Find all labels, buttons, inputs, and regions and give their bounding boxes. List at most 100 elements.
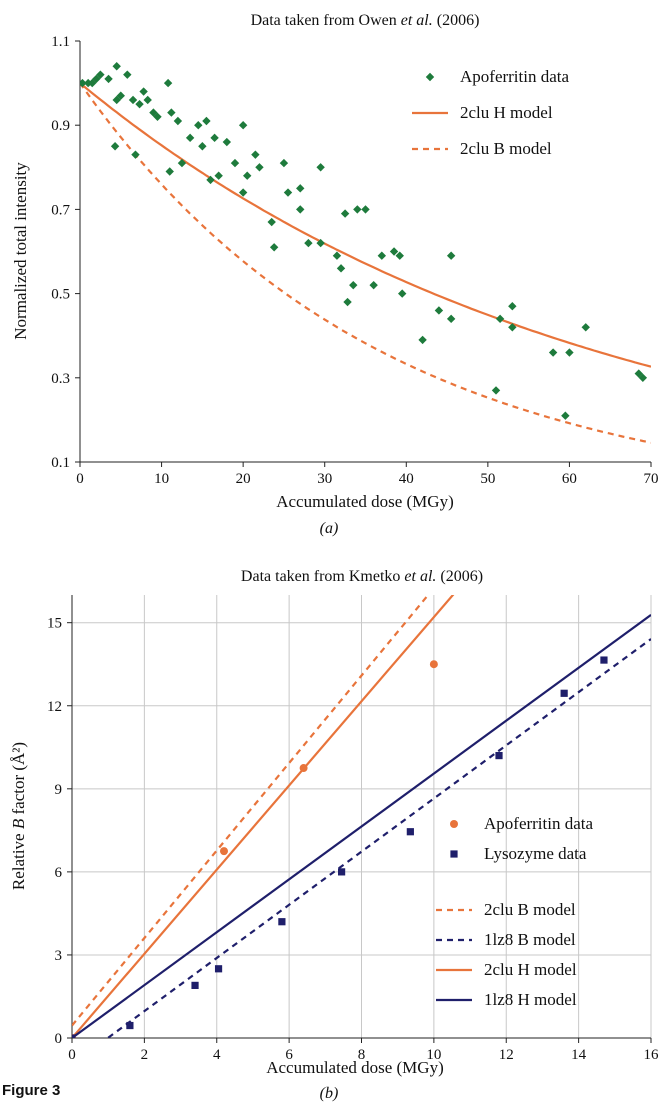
chart-a-data-point [177,158,187,168]
chart-b-x-tick-label: 16 [644,1047,659,1063]
chart-a-data-point [395,251,404,260]
chart-a-data-point [398,289,407,298]
chart-a-line-2clu-h-model [80,82,651,368]
chart-b-grid [72,595,652,1038]
chart-b-data-point [406,828,414,836]
chart-a-data-point [377,251,387,260]
chart-a-legend-item-2clu-b-model: 2clu B model [412,139,552,158]
chart-a-data-point [296,184,305,193]
chart-a-subfigure-label: (a) [320,520,339,537]
chart-a-x-tick-label: 10 [154,471,169,487]
chart-a-data-point [434,306,444,315]
chart-b-x-tick-label: 4 [213,1047,221,1063]
chart-b-x-tick-label: 6 [285,1047,293,1063]
chart-a-data-point [508,323,517,332]
chart-a-x-tick-label: 70 [644,471,659,487]
chart-a-data-point [163,78,173,88]
chart-b-y-tick-label: 9 [55,782,63,798]
chart-a-legend-item-apoferritin-data: Apoferritin data [425,67,569,86]
chart-a-data-point [491,386,501,395]
figure-label: Figure 3 [2,1082,61,1099]
chart-a-legend-label: 2clu B model [460,139,552,158]
chart-a-x-tick-label: 50 [480,471,495,487]
chart-b-legend-swatch [450,850,458,858]
chart-a-axes [79,41,651,463]
chart-a-data-point [269,243,279,252]
chart-a-plot-area [80,62,651,444]
chart-b-legend-label: 1lz8 H model [484,990,577,1009]
chart-b-x-tick-label: 10 [426,1047,441,1063]
chart-a-data-point [251,150,260,159]
chart-a-data-point [143,95,152,105]
chart-a-data-point [548,348,558,357]
chart-a-data-point [202,116,211,126]
chart-b-legend-label: 1lz8 B model [484,930,576,949]
chart-a-data-point [581,323,590,332]
chart-b-legend-item-2clu-b-model: 2clu B model [436,900,576,919]
chart-b-legend-item-1lz8-h-model: 1lz8 H model [436,990,577,1009]
chart-b-x-tick-label: 12 [499,1047,514,1063]
chart-a-legend-item-2clu-h-model: 2clu H model [412,103,553,122]
chart-a-data-point [353,205,362,214]
chart-a-data-point [340,209,350,218]
chart-a-x-axis-label: Accumulated dose (MGy) [276,492,454,511]
chart-b-legend-label: 2clu B model [484,900,576,919]
chart-a-data-point [446,251,456,260]
chart-a-x-tick-label: 40 [399,471,414,487]
chart-a-data-point [173,116,183,126]
chart-a-x-ticks: 0 10 20 30 40 50 60 70 [76,462,659,487]
chart-b-y-tick-label: 0 [55,1031,63,1047]
chart-a-data-point [361,205,370,214]
chart-b-plot-area [72,595,651,1038]
chart-b-data-point [219,847,228,856]
chart-b-series-lysozyme-data [72,656,608,1038]
chart-b-data-point [600,656,608,664]
chart-a-data-point [194,121,203,130]
chart-a-data-point [446,314,456,324]
chart-b-data-point [214,965,223,973]
chart-a-data-point [131,150,140,159]
chart-b-x-tick-label: 8 [358,1047,366,1063]
chart-a: Data taken from Owen et al. (2006) 0.10.… [11,12,659,537]
chart-b-title: Data taken from Kmetko et al. (2006) [241,568,483,585]
chart-a-data-point [210,133,219,143]
chart-a-legend-swatch [425,72,435,82]
chart-b-y-axis-label: Relative B factor (Å²) [9,742,28,890]
chart-b-data-point [299,764,308,773]
chart-a-data-point [343,297,352,307]
chart-a-data-point [296,205,305,214]
chart-b-legend-label: Apoferritin data [484,814,593,833]
chart-a-title: Data taken from Owen et al. (2006) [251,12,480,29]
chart-a-data-point [565,348,574,357]
chart-b-x-tick-label: 0 [68,1047,76,1063]
chart-a-legend-label: Apoferritin data [460,67,569,86]
chart-b-data-point [191,981,199,989]
chart-a-data-point [112,62,121,71]
chart-b-legend-label: 2clu H model [484,960,577,979]
chart-a-data-point [369,280,378,290]
chart-b-line-1lz8-h-model [72,614,651,1038]
chart-b-legend-swatch [450,820,458,828]
chart-b-data-point [337,868,346,876]
chart-a-data-point [230,158,240,168]
chart-a-data-point [389,247,399,256]
chart-a-data-point [638,373,648,382]
chart-a-line-2clu-b-model [80,82,651,444]
chart-a-data-point [139,87,148,96]
chart-a-data-point [283,188,293,197]
chart-b-y-tick-label: 3 [55,948,63,964]
chart-b-legend: Apoferritin data Lysozyme data 2clu B mode… [436,814,593,1009]
chart-a-data-point [222,137,232,147]
chart-a-data-point [206,175,215,185]
chart-a-data-point [135,99,144,109]
chart-a-data-point [238,121,248,130]
chart-b-line-2clu-b-model [72,595,430,1027]
chart-a-data-point [165,167,174,176]
chart-b-x-tick-label: 14 [571,1047,587,1063]
chart-a-data-point [495,314,505,324]
chart-a-y-tick-label: 0.3 [51,371,70,387]
chart-a-series-apoferritin-data [80,62,648,420]
chart-b-legend-item-2clu-h-model: 2clu H model [436,960,577,979]
chart-a-x-tick-label: 60 [562,471,577,487]
chart-b-data-point [278,918,286,926]
